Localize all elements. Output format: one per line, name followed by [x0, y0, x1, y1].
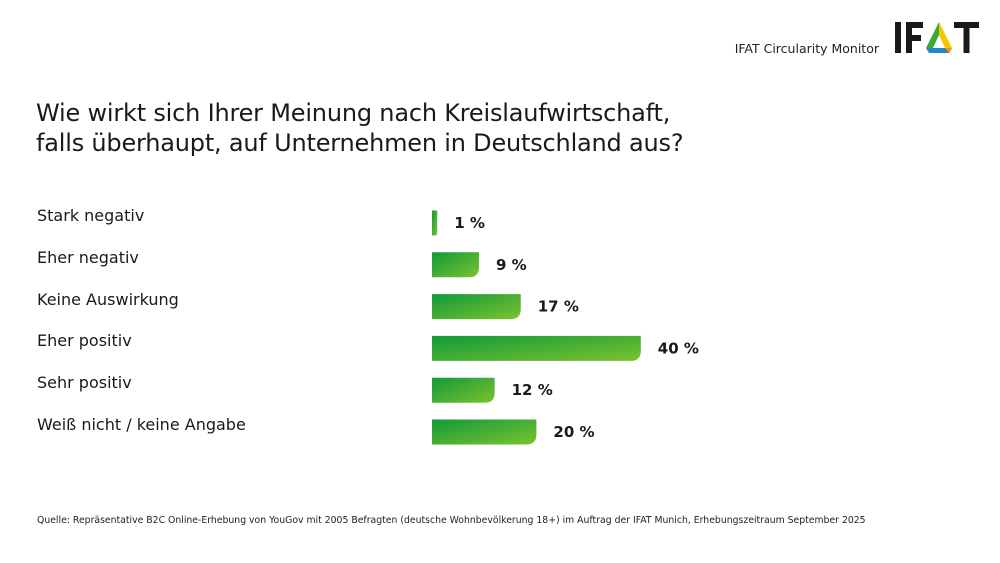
logo-letter-f — [906, 22, 923, 53]
category-label: Eher negativ — [37, 247, 139, 267]
chart-title: Wie wirkt sich Ihrer Meinung nach Kreisl… — [36, 98, 684, 158]
bar — [432, 335, 641, 361]
bars-group: 1 % 9 % 17 % 40 % 12 % 20 % — [432, 210, 699, 445]
logo-triangle-icon — [926, 22, 952, 53]
bar — [432, 294, 521, 320]
chart-title-line-1: Wie wirkt sich Ihrer Meinung nach Kreisl… — [36, 99, 671, 127]
bar — [432, 377, 495, 403]
bar — [432, 419, 537, 445]
logo-letter-t — [954, 22, 979, 53]
value-label: 12 % — [512, 381, 553, 399]
bar — [432, 210, 438, 236]
source-note: Quelle: Repräsentative B2C Online-Erhebu… — [37, 515, 866, 526]
value-label: 9 % — [496, 256, 527, 274]
ifat-logo — [895, 22, 979, 53]
value-label: 17 % — [538, 298, 579, 316]
category-label: Sehr positiv — [37, 373, 132, 393]
brand-label: IFAT Circularity Monitor — [734, 41, 879, 56]
bar — [432, 252, 479, 278]
value-label: 1 % — [454, 214, 485, 232]
category-label: Keine Auswirkung — [37, 289, 179, 309]
value-label: 40 % — [658, 339, 699, 357]
chart-title-line-2: falls überhaupt, auf Unternehmen in Deut… — [36, 129, 684, 157]
category-label: Weiß nicht / keine Angabe — [37, 415, 246, 434]
logo-letter-i — [895, 22, 901, 53]
value-label: 20 % — [553, 423, 594, 441]
category-label: Eher positiv — [37, 331, 132, 351]
category-label: Stark negativ — [37, 206, 145, 225]
